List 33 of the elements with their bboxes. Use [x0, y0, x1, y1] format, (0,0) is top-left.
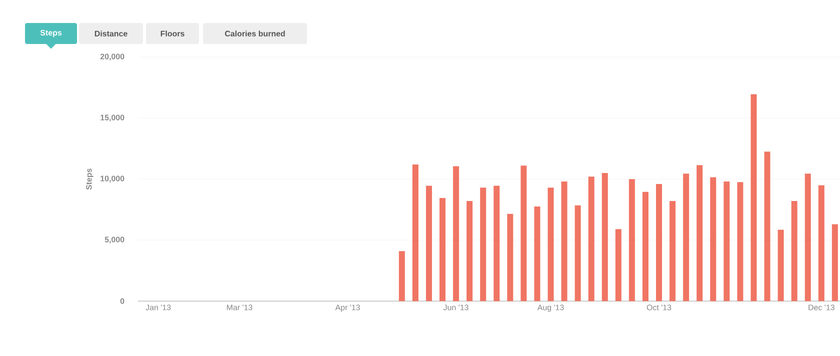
bar [832, 224, 838, 302]
bar [507, 214, 514, 302]
bar [724, 182, 730, 302]
bar [466, 201, 473, 302]
bar [615, 229, 622, 302]
bar [588, 176, 594, 302]
bar [398, 251, 405, 302]
bar [520, 166, 527, 302]
bar [791, 201, 798, 302]
bar [656, 184, 662, 302]
bar [670, 201, 676, 302]
bar [602, 173, 608, 302]
bar [534, 206, 540, 302]
bar [683, 174, 690, 302]
bar [494, 186, 500, 302]
bar [561, 182, 568, 302]
bar [480, 188, 486, 302]
bar [778, 230, 784, 302]
bar [750, 94, 757, 302]
bar [453, 166, 460, 302]
bar [426, 186, 432, 302]
bar [642, 192, 648, 302]
bar [412, 164, 418, 302]
bar [737, 182, 744, 302]
bar [574, 205, 581, 302]
bar [696, 165, 703, 302]
bar [818, 185, 824, 302]
bar [548, 188, 554, 302]
bar [710, 177, 716, 302]
bar [628, 179, 635, 302]
bar [764, 152, 770, 302]
bar [804, 174, 811, 302]
bar [439, 198, 446, 302]
